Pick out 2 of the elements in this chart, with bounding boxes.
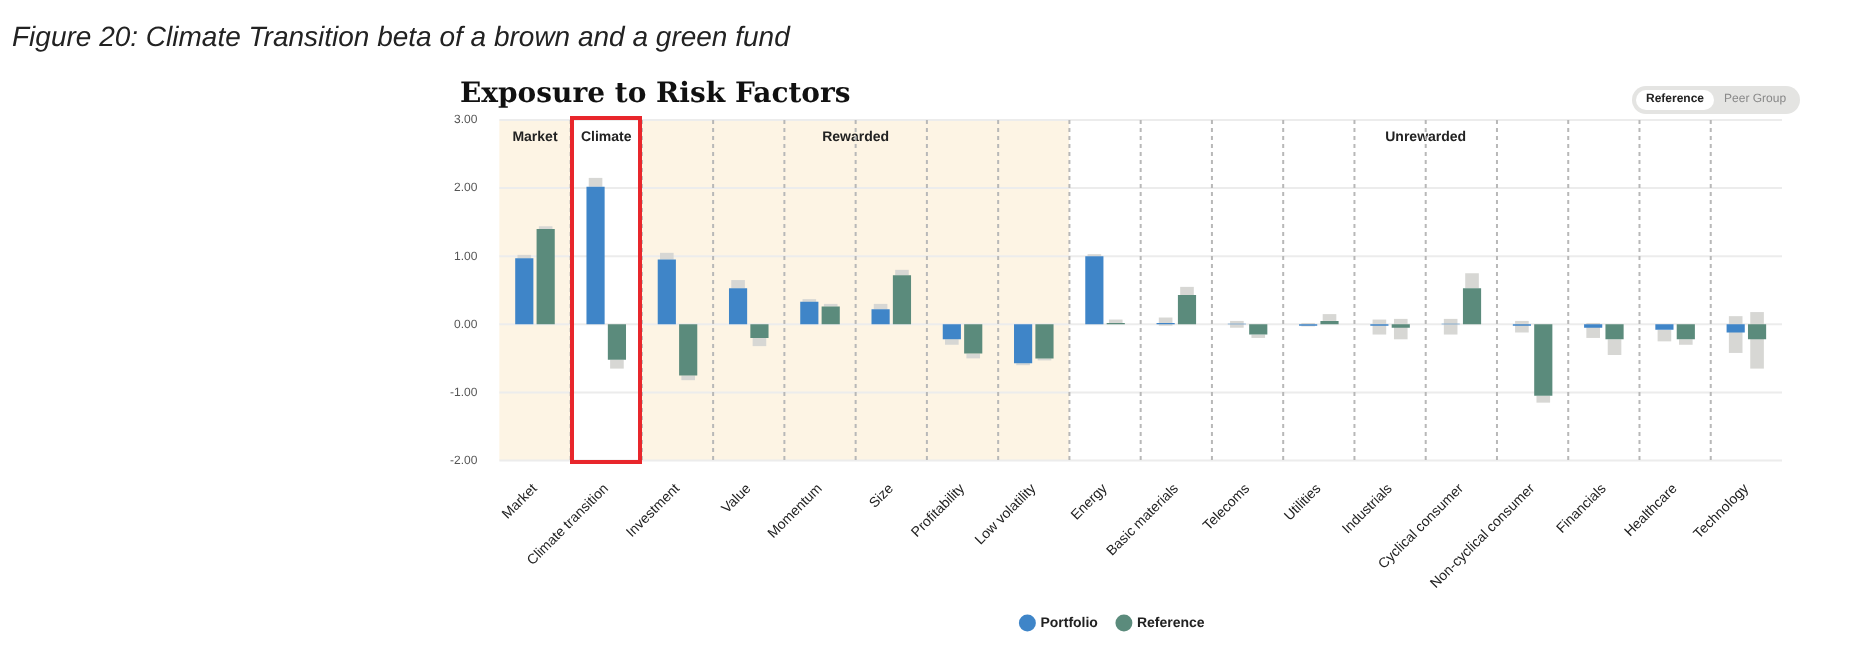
chart-title: Figure 20: Climate Transition beta of a brown and a green fund [12, 20, 790, 52]
chart-subtitle: Exposure to Risk Factors [460, 78, 851, 110]
